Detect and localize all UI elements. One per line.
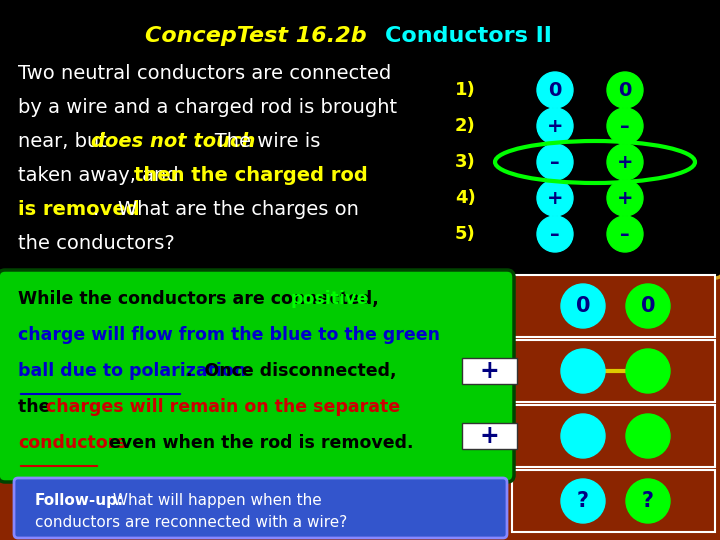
Circle shape	[607, 216, 643, 252]
Text: 1): 1)	[455, 81, 476, 99]
Text: does not touch: does not touch	[91, 132, 256, 151]
Text: Two neutral conductors are connected: Two neutral conductors are connected	[18, 64, 391, 83]
Circle shape	[537, 180, 573, 216]
Text: –: –	[550, 225, 560, 244]
Bar	[462, 358, 517, 384]
Circle shape	[537, 216, 573, 252]
Text: 0: 0	[641, 296, 655, 316]
Text: 3): 3)	[455, 153, 476, 171]
Text: .  Once disconnected,: . Once disconnected,	[186, 362, 397, 380]
Text: Follow-up:: Follow-up:	[35, 493, 125, 508]
Text: ConcepTest 16.2b: ConcepTest 16.2b	[145, 26, 366, 46]
Text: taken away, and: taken away, and	[18, 166, 185, 185]
Text: What will happen when the: What will happen when the	[108, 493, 322, 508]
Circle shape	[607, 180, 643, 216]
Text: 0: 0	[618, 80, 631, 99]
Text: 4): 4)	[455, 189, 476, 207]
Circle shape	[607, 144, 643, 180]
Text: the: the	[18, 398, 56, 416]
Text: ?: ?	[642, 491, 654, 511]
Text: +: +	[617, 188, 634, 207]
Text: +: +	[480, 424, 500, 448]
FancyBboxPatch shape	[512, 405, 715, 467]
Text: +: +	[546, 188, 563, 207]
Text: charges will remain on the separate: charges will remain on the separate	[46, 398, 400, 416]
FancyBboxPatch shape	[512, 275, 715, 337]
Circle shape	[561, 479, 605, 523]
Text: conductors are reconnected with a wire?: conductors are reconnected with a wire?	[35, 515, 347, 530]
Circle shape	[537, 144, 573, 180]
FancyBboxPatch shape	[0, 270, 514, 482]
Circle shape	[626, 479, 670, 523]
Text: 5): 5)	[455, 225, 476, 243]
Text: near, but: near, but	[18, 132, 113, 151]
Circle shape	[537, 108, 573, 144]
Text: Conductors II: Conductors II	[385, 26, 552, 46]
Circle shape	[561, 284, 605, 328]
Circle shape	[626, 349, 670, 393]
Text: the conductors?: the conductors?	[18, 234, 175, 253]
Text: While the conductors are connected,: While the conductors are connected,	[18, 290, 384, 308]
Bar	[462, 423, 517, 449]
Circle shape	[626, 414, 670, 458]
Text: –: –	[550, 152, 560, 172]
Circle shape	[537, 72, 573, 108]
Text: .  The wire is: . The wire is	[196, 132, 320, 151]
Text: conductors: conductors	[18, 434, 127, 452]
FancyBboxPatch shape	[0, 0, 720, 278]
Circle shape	[607, 72, 643, 108]
Text: ?: ?	[577, 491, 589, 511]
Text: positive: positive	[290, 290, 368, 308]
Text: even when the rod is removed.: even when the rod is removed.	[103, 434, 413, 452]
Text: 2): 2)	[455, 117, 476, 135]
Text: ball due to polarization: ball due to polarization	[18, 362, 246, 380]
Circle shape	[607, 108, 643, 144]
Circle shape	[626, 284, 670, 328]
Text: –: –	[620, 117, 630, 136]
FancyBboxPatch shape	[14, 478, 507, 538]
Text: 0: 0	[549, 80, 562, 99]
Text: charge will flow from the blue to the green: charge will flow from the blue to the gr…	[18, 326, 440, 344]
FancyBboxPatch shape	[512, 470, 715, 532]
Text: +: +	[546, 117, 563, 136]
Text: 0: 0	[576, 296, 590, 316]
Text: then the charged rod: then the charged rod	[134, 166, 368, 185]
Circle shape	[561, 349, 605, 393]
Text: –: –	[620, 225, 630, 244]
Text: by a wire and a charged rod is brought: by a wire and a charged rod is brought	[18, 98, 397, 117]
Text: is removed: is removed	[18, 200, 140, 219]
Text: .   What are the charges on: . What are the charges on	[93, 200, 359, 219]
Text: +: +	[480, 359, 500, 383]
FancyBboxPatch shape	[512, 340, 715, 402]
Text: +: +	[617, 152, 634, 172]
Circle shape	[561, 414, 605, 458]
